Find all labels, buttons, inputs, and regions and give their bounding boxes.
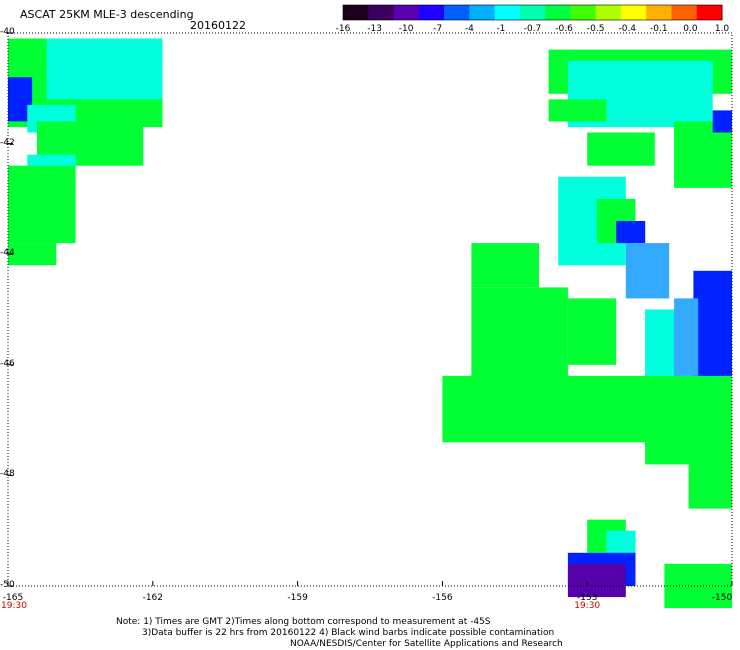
colorbar-swatch (368, 5, 395, 20)
colorbar-swatch (418, 5, 445, 20)
lat-label: -42 (0, 137, 15, 148)
colorbar-label: 1.0 (714, 24, 730, 34)
colorbar-label: -0.7 (523, 24, 542, 34)
swath-cell (674, 121, 732, 188)
colorbar-swatch (696, 5, 723, 20)
colorbar-label: -7 (433, 24, 443, 34)
swath-cell (625, 243, 670, 299)
lon-label: -150 (711, 593, 733, 603)
colorbar-swatch (343, 5, 369, 20)
note-line-1: Note: 1) Times are GMT 2)Times along bot… (116, 617, 491, 627)
colorbar-swatch (671, 5, 698, 20)
colorbar-swatch (494, 5, 521, 20)
colorbar-swatch (393, 5, 420, 20)
colorbar-label: -16 (335, 24, 351, 34)
colorbar (342, 4, 723, 21)
swath-cell (674, 298, 699, 376)
swath-cell (46, 38, 163, 100)
plot-frame (7, 32, 733, 587)
colorbar-label: -1 (496, 24, 506, 34)
lon-label: -159 (287, 593, 308, 603)
map-date: 20160122 (190, 19, 246, 32)
lat-label: -44 (0, 248, 15, 259)
colorbar-label: -0.4 (618, 24, 637, 34)
swath-cell (567, 563, 626, 598)
map-title: ASCAT 25KM MLE-3 descending (20, 8, 194, 21)
swath-cell (616, 221, 646, 244)
lat-label: -48 (0, 469, 15, 480)
colorbar-swatch (620, 5, 647, 20)
swath-cell (587, 132, 655, 166)
colorbar-label: -0.6 (555, 24, 573, 34)
lat-label: -40 (0, 27, 15, 37)
colorbar-label: -10 (398, 24, 414, 34)
colorbar-swatch (444, 5, 470, 20)
colorbar-label: -0.5 (586, 24, 605, 34)
lat-label: -46 (0, 358, 15, 369)
colorbar-swatch (469, 5, 496, 20)
lon-label: -162 (142, 593, 164, 603)
lat-label: -50 (0, 580, 15, 590)
swath-cell (8, 243, 57, 266)
swath-cell (8, 165, 76, 244)
swath-cell (471, 243, 539, 288)
colorbar-label: -0.1 (650, 24, 668, 34)
time-label: 19:30 (1, 601, 27, 611)
swath-cell (664, 563, 732, 609)
swath-cell (548, 99, 607, 122)
colorbar-label: 0.0 (683, 24, 698, 34)
lon-label: -153 (576, 593, 598, 603)
swath-cell (567, 298, 617, 365)
colorbar-swatch (646, 5, 672, 20)
lon-label: -165 (2, 593, 24, 603)
lon-label: -156 (432, 593, 453, 603)
time-label: 19:30 (574, 601, 601, 611)
note-line-2: 3)Data buffer is 22 hrs from 20160122 4)… (142, 628, 555, 638)
colorbar-swatch (545, 5, 571, 20)
note-line-3: NOAA/NESDIS/Center for Satellite Applica… (290, 639, 563, 649)
swath-cell (712, 110, 732, 133)
swath-cell (688, 453, 732, 509)
colorbar-label: -13 (367, 24, 382, 34)
colorbar-swatch (519, 5, 546, 20)
colorbar-swatch (570, 5, 597, 20)
colorbar-swatch (595, 5, 622, 20)
colorbar-frame (342, 4, 723, 21)
colorbar-label: -4 (464, 24, 474, 34)
